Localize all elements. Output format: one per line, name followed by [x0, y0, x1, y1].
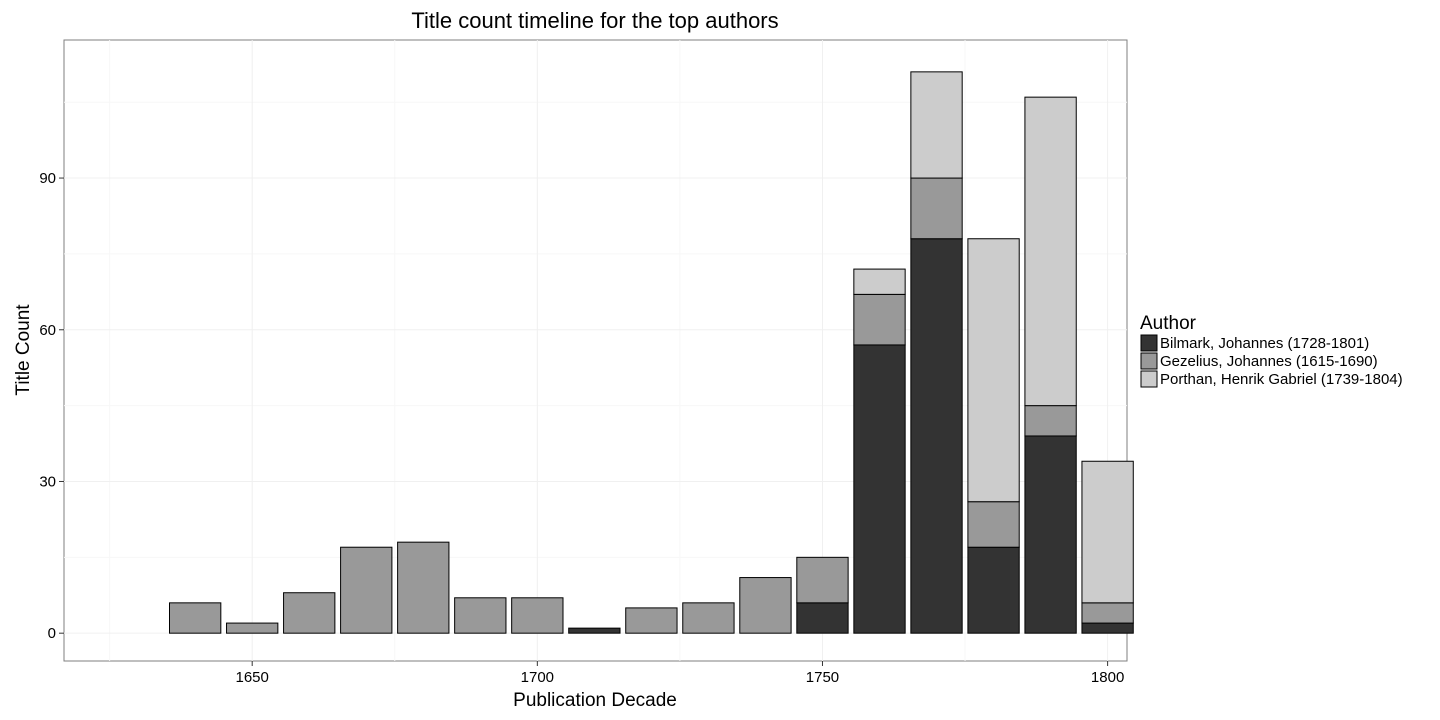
x-tick-label: 1750 [806, 669, 839, 686]
bar-segment [796, 556, 849, 604]
bar-segment [853, 293, 906, 346]
bar-segment [568, 627, 621, 634]
bar-segment [967, 546, 1020, 634]
x-tick-label: 1650 [236, 669, 269, 686]
bar-segment [1024, 405, 1077, 437]
bar-segment [967, 238, 1020, 503]
legend-title: Author [1140, 313, 1197, 334]
y-axis-ticks: 0 30 60 90 [39, 170, 64, 642]
bar-segment [796, 602, 849, 634]
legend-items: Bilmark, Johannes (1728-1801)Gezelius, J… [1140, 334, 1403, 388]
legend-swatch [1140, 334, 1158, 352]
y-axis-title: Title Count [13, 304, 34, 396]
bar-segment [397, 541, 450, 634]
bar-segment [1024, 435, 1077, 634]
y-tick-label: 60 [39, 322, 56, 339]
legend-swatch [1140, 352, 1158, 370]
bar-segment [967, 501, 1020, 548]
x-axis-ticks: 1650 1700 1750 1800 [236, 661, 1124, 686]
bar-segment [1081, 622, 1134, 634]
bar-segment [739, 577, 792, 634]
bar-segment [1081, 460, 1134, 604]
chart-title: Title count timeline for the top authors [411, 8, 778, 33]
bar-segment [511, 597, 564, 634]
bar-segment [910, 177, 963, 240]
legend-label: Gezelius, Johannes (1615-1690) [1160, 353, 1378, 370]
bar-segment [1024, 96, 1077, 407]
bar-segment [340, 546, 393, 634]
bar-segment [454, 597, 507, 634]
y-tick-label: 30 [39, 473, 56, 490]
bar-segment [226, 622, 279, 634]
bar-segment [910, 71, 963, 179]
legend: Author Bilmark, Johannes (1728-1801)Geze… [1140, 313, 1403, 388]
bar-segment [910, 238, 963, 634]
legend-label: Porthan, Henrik Gabriel (1739-1804) [1160, 371, 1403, 388]
y-tick-label: 0 [48, 625, 56, 642]
y-tick-label: 90 [39, 170, 56, 187]
legend-swatch [1140, 370, 1158, 388]
legend-label: Bilmark, Johannes (1728-1801) [1160, 335, 1369, 352]
x-tick-label: 1700 [521, 669, 554, 686]
x-axis-title: Publication Decade [513, 690, 677, 711]
bar-segment [853, 344, 906, 634]
x-tick-label: 1800 [1091, 669, 1124, 686]
bar-layer [169, 71, 1134, 634]
bar-segment [853, 268, 906, 295]
bar-segment [283, 592, 336, 634]
bar-segment [1081, 602, 1134, 624]
bar-segment [625, 607, 678, 634]
bar-segment [682, 602, 735, 634]
bar-segment [169, 602, 222, 634]
